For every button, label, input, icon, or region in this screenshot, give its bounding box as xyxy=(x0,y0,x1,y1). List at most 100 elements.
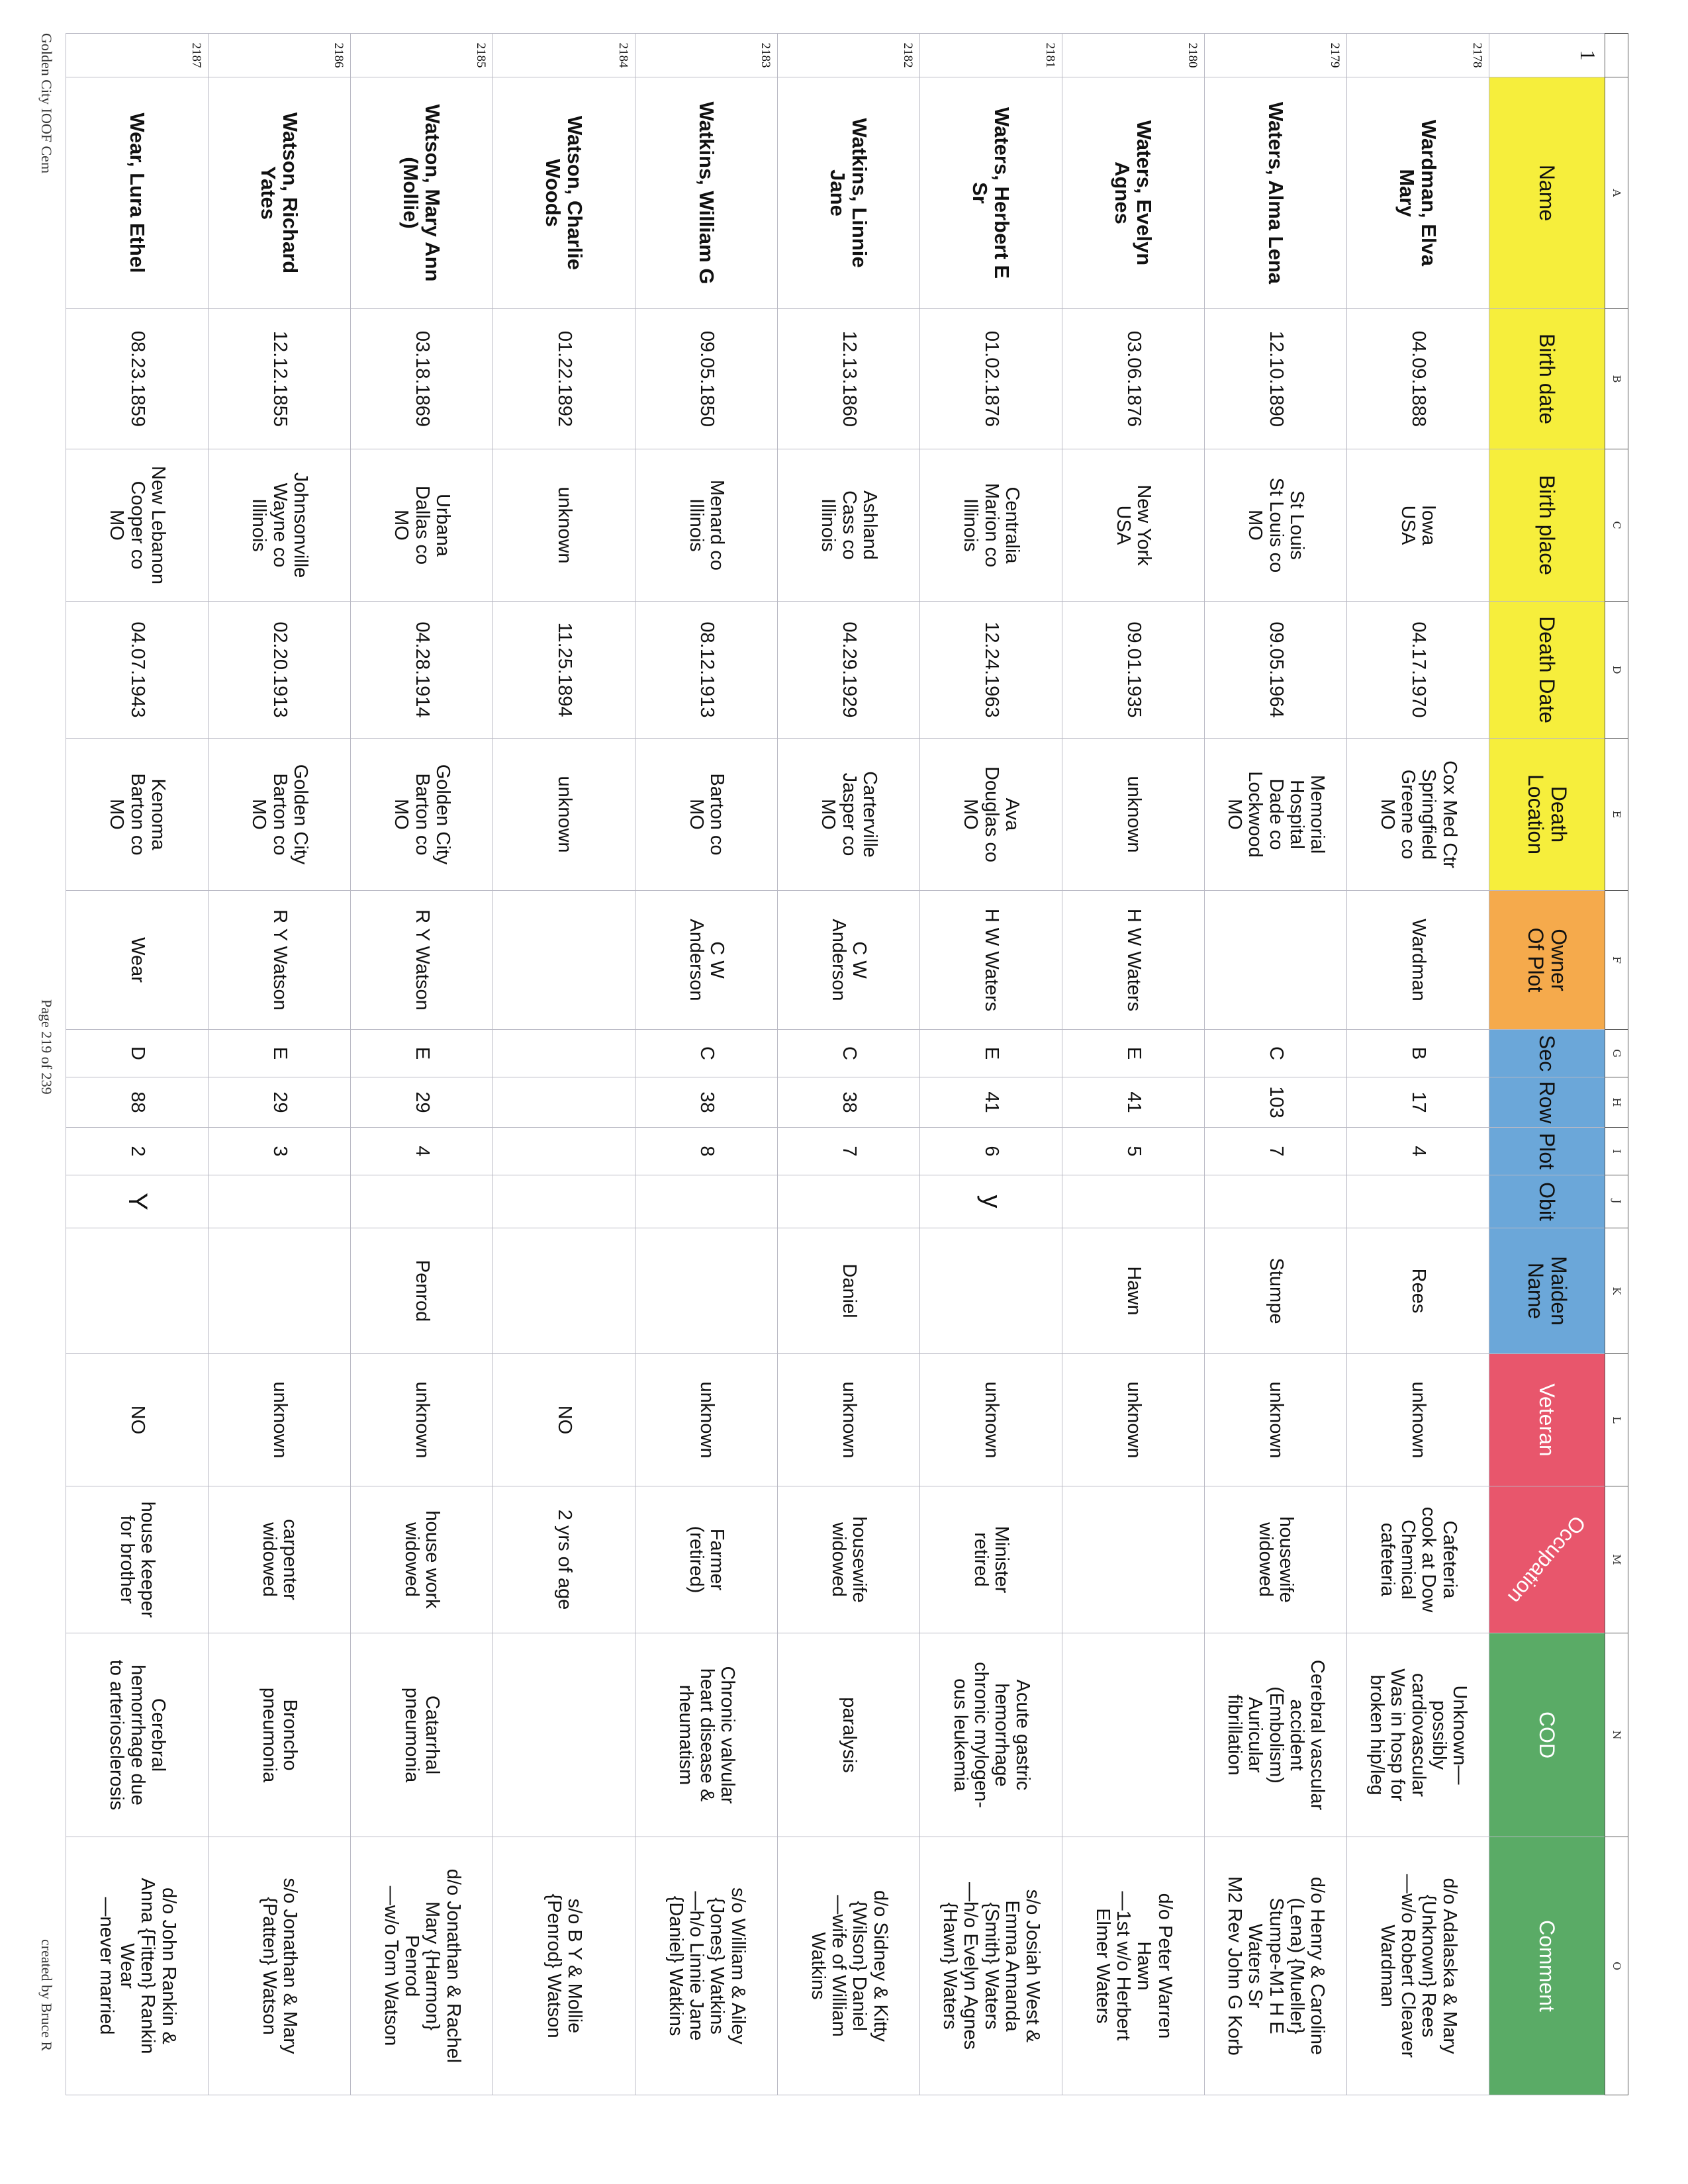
cell-plot-owner[interactable]: Wardman xyxy=(1346,890,1489,1030)
cell-occupation[interactable] xyxy=(1062,1486,1205,1633)
cell-death-location[interactable]: Barton co MO xyxy=(635,738,778,891)
cell-obit[interactable] xyxy=(208,1175,351,1228)
cell-birth-place[interactable]: New Lebanon Cooper co MO xyxy=(66,449,209,602)
cell-comment[interactable]: d/o Adalaska & Mary {Unknown} Rees —w/o … xyxy=(1346,1837,1489,2095)
cell-birth-place[interactable]: Urbana Dallas co MO xyxy=(350,449,493,602)
cell-section[interactable]: D xyxy=(66,1029,209,1077)
cell-death-location[interactable]: unknown xyxy=(492,738,635,891)
cell-name[interactable]: Waters, Evelyn Agnes xyxy=(1062,77,1205,309)
cell-comment[interactable]: s/o Jonathan & Mary {Patten} Watson xyxy=(208,1837,351,2095)
column-letter[interactable]: K xyxy=(1605,1228,1628,1354)
cell-section[interactable]: E xyxy=(919,1029,1062,1077)
column-letter[interactable]: D xyxy=(1605,601,1628,739)
cell-death-location[interactable]: Cox Med Ctr Springfield Greene co MO xyxy=(1346,738,1489,891)
cell-maiden-name[interactable]: Daniel xyxy=(777,1228,920,1354)
cell-row-number[interactable]: 2179 xyxy=(1204,33,1347,77)
cell-cause-of-death[interactable] xyxy=(492,1633,635,1837)
cell-maiden-name[interactable] xyxy=(208,1228,351,1354)
cell-obit[interactable] xyxy=(1204,1175,1347,1228)
cell-section[interactable] xyxy=(492,1029,635,1077)
column-letter[interactable]: G xyxy=(1605,1029,1628,1077)
cell-cause-of-death[interactable]: Cerebral hemorrhage due to arteriosclero… xyxy=(66,1633,209,1837)
cell-row-number[interactable]: 2184 xyxy=(492,33,635,77)
cell-death-location[interactable]: Kenoma Barton co MO xyxy=(66,738,209,891)
cell-plot[interactable]: 2 xyxy=(66,1127,209,1175)
cell-birth-date[interactable]: 12.13.1860 xyxy=(777,308,920,449)
cell-birth-place[interactable]: Menard co Illinois xyxy=(635,449,778,602)
cell-maiden-name[interactable] xyxy=(919,1228,1062,1354)
cell-obit[interactable] xyxy=(635,1175,778,1228)
cell-plot[interactable]: 3 xyxy=(208,1127,351,1175)
cell-row[interactable]: 29 xyxy=(208,1077,351,1128)
column-letter[interactable] xyxy=(1605,33,1628,77)
cell-plot[interactable]: 4 xyxy=(350,1127,493,1175)
cell-occupation[interactable]: carpenter widowed xyxy=(208,1486,351,1633)
cell-obit[interactable] xyxy=(1062,1175,1205,1228)
cell-birth-place[interactable]: unknown xyxy=(492,449,635,602)
cell-birth-place[interactable]: Centralia Marion co Illinois xyxy=(919,449,1062,602)
cell-birth-date[interactable]: 03.06.1876 xyxy=(1062,308,1205,449)
cell-birth-date[interactable]: 01.02.1876 xyxy=(919,308,1062,449)
cell-section[interactable]: E xyxy=(208,1029,351,1077)
cell-comment[interactable]: d/o Jonathan & Rachel Mary {Harmon} Penr… xyxy=(350,1837,493,2095)
cell-name[interactable]: Wardman, Elva Mary xyxy=(1346,77,1489,309)
cell-birth-date[interactable]: 01.22.1892 xyxy=(492,308,635,449)
cell-maiden-name[interactable]: Hawn xyxy=(1062,1228,1205,1354)
cell-row-number[interactable]: 2181 xyxy=(919,33,1062,77)
cell-row[interactable] xyxy=(492,1077,635,1128)
cell-comment[interactable]: d/o Henry & Caroline (Lena) {Mueller} St… xyxy=(1204,1837,1347,2095)
cell-cause-of-death[interactable]: Chronic valvular heart disease & rheumat… xyxy=(635,1633,778,1837)
column-letter[interactable]: J xyxy=(1605,1175,1628,1228)
cell-comment[interactable]: d/o John Rankin & Anna {Fitten} Rankin W… xyxy=(66,1837,209,2095)
column-letter[interactable]: L xyxy=(1605,1353,1628,1486)
cell-birth-place[interactable]: St Louis St Louis co MO xyxy=(1204,449,1347,602)
cell-death-date[interactable]: 02.20.1913 xyxy=(208,601,351,739)
column-letter[interactable]: N xyxy=(1605,1633,1628,1837)
cell-row-number[interactable]: 2186 xyxy=(208,33,351,77)
cell-cause-of-death[interactable] xyxy=(1062,1633,1205,1837)
cell-maiden-name[interactable]: Stumpe xyxy=(1204,1228,1347,1354)
cell-death-date[interactable]: 09.05.1964 xyxy=(1204,601,1347,739)
cell-birth-date[interactable]: 09.05.1850 xyxy=(635,308,778,449)
cell-death-date[interactable]: 12.24.1963 xyxy=(919,601,1062,739)
cell-row[interactable]: 38 xyxy=(635,1077,778,1128)
cell-veteran[interactable]: unknown xyxy=(1204,1353,1347,1486)
cell-plot-owner[interactable]: C W Anderson xyxy=(635,890,778,1030)
cell-obit[interactable]: Y xyxy=(66,1175,209,1228)
cell-maiden-name[interactable]: Penrod xyxy=(350,1228,493,1354)
cell-veteran[interactable]: unknown xyxy=(635,1353,778,1486)
cell-obit[interactable] xyxy=(777,1175,920,1228)
cell-plot-owner[interactable]: R Y Watson xyxy=(350,890,493,1030)
cell-obit[interactable] xyxy=(350,1175,493,1228)
cell-plot[interactable]: 5 xyxy=(1062,1127,1205,1175)
column-letter[interactable]: M xyxy=(1605,1486,1628,1633)
cell-obit[interactable]: y xyxy=(919,1175,1062,1228)
cell-row-number[interactable]: 2185 xyxy=(350,33,493,77)
cell-plot[interactable]: 6 xyxy=(919,1127,1062,1175)
cell-birth-place[interactable]: Iowa USA xyxy=(1346,449,1489,602)
column-letter[interactable]: C xyxy=(1605,449,1628,602)
cell-name[interactable]: Wear, Lura Ethel xyxy=(66,77,209,309)
cell-maiden-name[interactable] xyxy=(635,1228,778,1354)
cell-occupation[interactable]: 2 yrs of age xyxy=(492,1486,635,1633)
cell-death-location[interactable]: Ava Douglas co MO xyxy=(919,738,1062,891)
cell-row[interactable]: 17 xyxy=(1346,1077,1489,1128)
cell-veteran[interactable]: unknown xyxy=(350,1353,493,1486)
cell-occupation[interactable]: Cafeteria cook at Dow Chemical cafeteria xyxy=(1346,1486,1489,1633)
cell-row[interactable]: 29 xyxy=(350,1077,493,1128)
cell-plot[interactable]: 8 xyxy=(635,1127,778,1175)
cell-birth-place[interactable]: New York USA xyxy=(1062,449,1205,602)
cell-cause-of-death[interactable]: Cerebral vascular accident (Embolism) Au… xyxy=(1204,1633,1347,1837)
cell-obit[interactable] xyxy=(492,1175,635,1228)
cell-plot[interactable] xyxy=(492,1127,635,1175)
cell-occupation[interactable]: housewife widowed xyxy=(1204,1486,1347,1633)
cell-veteran[interactable]: unknown xyxy=(1062,1353,1205,1486)
cell-veteran[interactable]: unknown xyxy=(919,1353,1062,1486)
cell-maiden-name[interactable]: Rees xyxy=(1346,1228,1489,1354)
cell-name[interactable]: Waters, Alma Lena xyxy=(1204,77,1347,309)
cell-death-location[interactable]: Carterville Jasper co MO xyxy=(777,738,920,891)
cell-plot-owner[interactable]: Wear xyxy=(66,890,209,1030)
cell-comment[interactable]: d/o Peter Warren Hawn —1st w/o Herbert E… xyxy=(1062,1837,1205,2095)
cell-occupation[interactable]: house work widowed xyxy=(350,1486,493,1633)
cell-section[interactable]: E xyxy=(350,1029,493,1077)
